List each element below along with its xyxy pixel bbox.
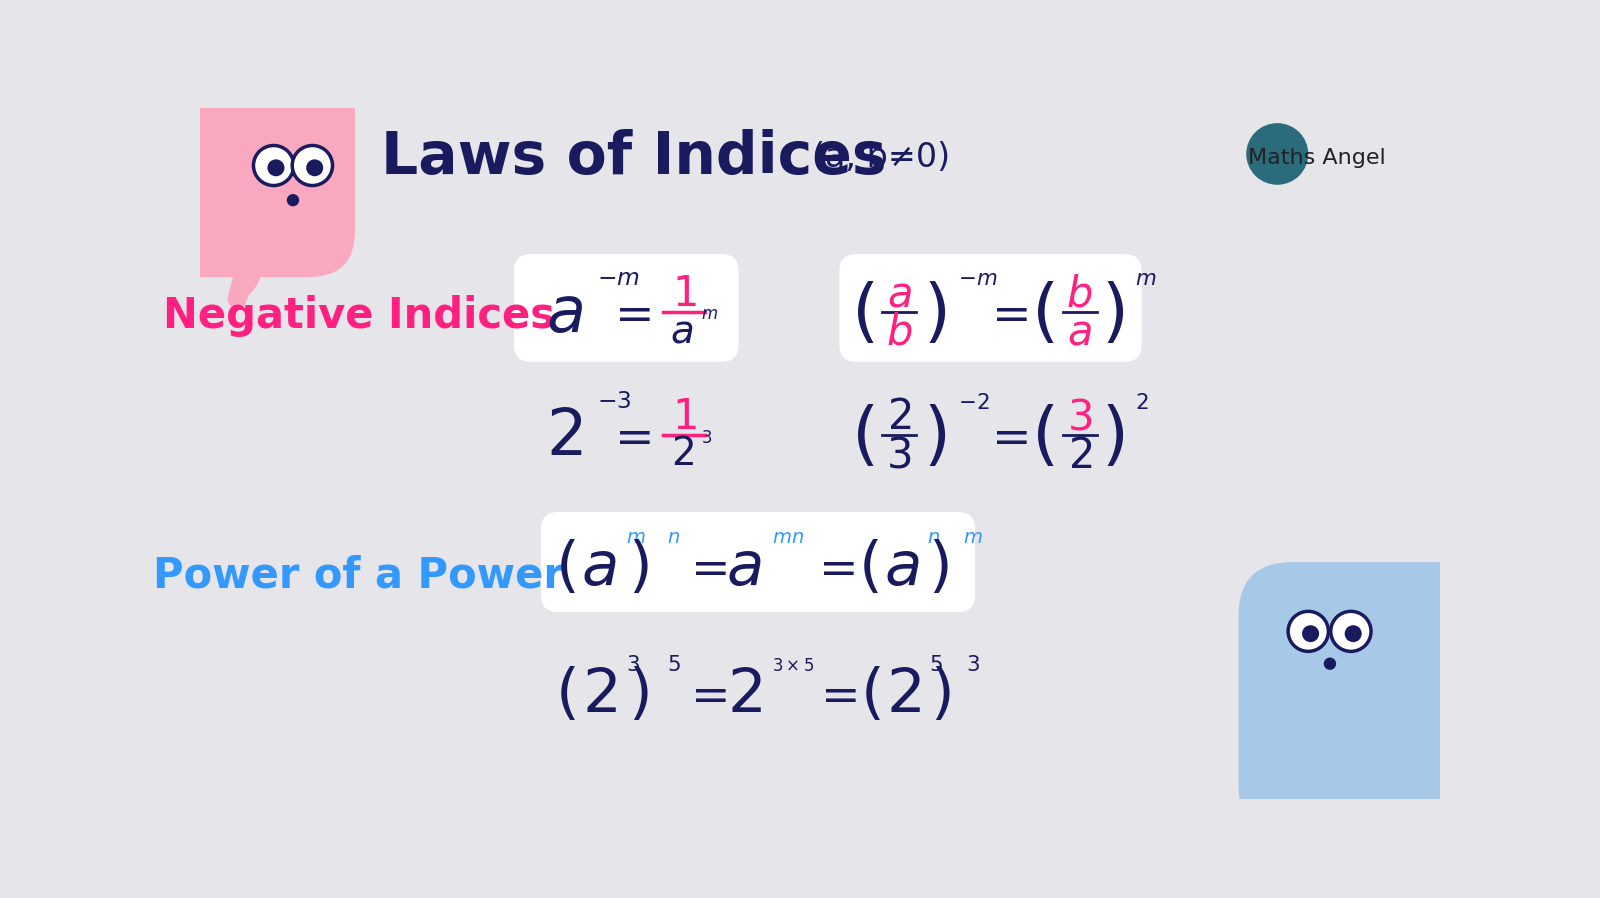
Text: $($: $($ [858, 539, 878, 598]
Text: $^{-m}$: $^{-m}$ [597, 271, 640, 304]
Text: $=$: $=$ [682, 673, 726, 718]
Circle shape [1323, 657, 1336, 670]
Text: $a$: $a$ [670, 313, 694, 350]
Circle shape [306, 159, 323, 176]
Text: $)$: $)$ [928, 539, 949, 598]
Text: $($: $($ [851, 404, 874, 471]
Text: $($: $($ [1032, 280, 1054, 348]
Text: $^{-3}$: $^{-3}$ [597, 394, 632, 427]
Text: $a$: $a$ [726, 539, 762, 598]
Circle shape [293, 145, 333, 186]
Text: $a$: $a$ [883, 539, 918, 598]
Text: $)$: $)$ [923, 404, 946, 471]
Text: $3$: $3$ [886, 435, 912, 477]
Text: $=$: $=$ [981, 292, 1027, 337]
Text: $)$: $)$ [930, 665, 950, 725]
Text: $a$: $a$ [1067, 312, 1093, 354]
Text: $)$: $)$ [627, 539, 648, 598]
Text: $1$: $1$ [672, 273, 696, 315]
Text: $=$: $=$ [808, 546, 854, 591]
FancyArrowPatch shape [242, 257, 254, 291]
FancyBboxPatch shape [1238, 562, 1486, 840]
Text: $a$: $a$ [886, 273, 912, 315]
Text: $^3$: $^3$ [626, 657, 640, 687]
Text: Laws of Indices: Laws of Indices [381, 129, 886, 186]
Text: $^3$: $^3$ [966, 657, 979, 687]
Text: $)$: $)$ [1101, 404, 1125, 471]
Text: $=$: $=$ [605, 415, 651, 460]
Text: $a$: $a$ [546, 283, 582, 345]
Text: $($: $($ [1032, 404, 1054, 471]
Circle shape [1246, 123, 1309, 185]
Text: $)$: $)$ [923, 280, 946, 348]
Circle shape [1331, 612, 1371, 651]
Text: (a, b≠0): (a, b≠0) [813, 141, 950, 174]
Text: $=$: $=$ [682, 546, 726, 591]
Text: $^{m}$: $^{m}$ [701, 309, 718, 333]
Text: $2$: $2$ [670, 436, 693, 473]
Circle shape [1344, 625, 1362, 642]
Text: $)$: $)$ [1101, 280, 1125, 348]
Circle shape [1288, 612, 1328, 651]
Text: $b$: $b$ [886, 312, 912, 354]
Text: $3$: $3$ [1067, 396, 1093, 438]
FancyBboxPatch shape [514, 254, 739, 362]
Text: $a$: $a$ [581, 539, 618, 598]
Text: $2$: $2$ [1067, 435, 1091, 477]
Text: $=$: $=$ [811, 673, 858, 718]
Text: $^{3}$: $^{3}$ [701, 432, 712, 456]
Text: Negative Indices: Negative Indices [163, 295, 555, 337]
Text: $2$: $2$ [546, 406, 582, 469]
Text: $)$: $)$ [627, 665, 648, 725]
Circle shape [267, 159, 285, 176]
Text: $^{3\times5}$: $^{3\times5}$ [771, 660, 814, 684]
Text: $2$: $2$ [886, 396, 910, 438]
Text: $($: $($ [555, 665, 576, 725]
Text: $($: $($ [859, 665, 882, 725]
FancyBboxPatch shape [840, 254, 1142, 362]
Text: $2$: $2$ [582, 665, 616, 725]
Text: $^5$: $^5$ [930, 657, 944, 687]
Text: $b$: $b$ [1067, 273, 1093, 315]
Circle shape [286, 194, 299, 207]
Text: Maths Angel: Maths Angel [1248, 148, 1386, 168]
Text: $=$: $=$ [981, 415, 1027, 460]
FancyBboxPatch shape [138, 62, 355, 277]
Text: $^n$: $^n$ [926, 531, 941, 559]
Text: $2$: $2$ [726, 665, 762, 725]
Text: $^{-m}$: $^{-m}$ [958, 272, 997, 301]
Text: $^{mn}$: $^{mn}$ [771, 531, 805, 559]
Text: $2$: $2$ [886, 665, 922, 725]
Text: $^{2}$: $^{2}$ [1134, 395, 1149, 424]
Text: $^m$: $^m$ [626, 531, 646, 559]
Text: Power of a Power: Power of a Power [154, 555, 565, 597]
Text: $($: $($ [555, 539, 576, 598]
Circle shape [253, 145, 294, 186]
Text: $=$: $=$ [605, 292, 651, 337]
FancyBboxPatch shape [541, 512, 974, 612]
Circle shape [1302, 625, 1318, 642]
Text: $^{m}$: $^{m}$ [1134, 272, 1157, 301]
Text: $1$: $1$ [672, 396, 696, 438]
Text: $($: $($ [851, 280, 874, 348]
Text: $^5$: $^5$ [667, 657, 680, 687]
Text: $^m$: $^m$ [963, 531, 984, 559]
Text: $^{-2}$: $^{-2}$ [958, 395, 990, 424]
Text: $^n$: $^n$ [667, 531, 680, 559]
